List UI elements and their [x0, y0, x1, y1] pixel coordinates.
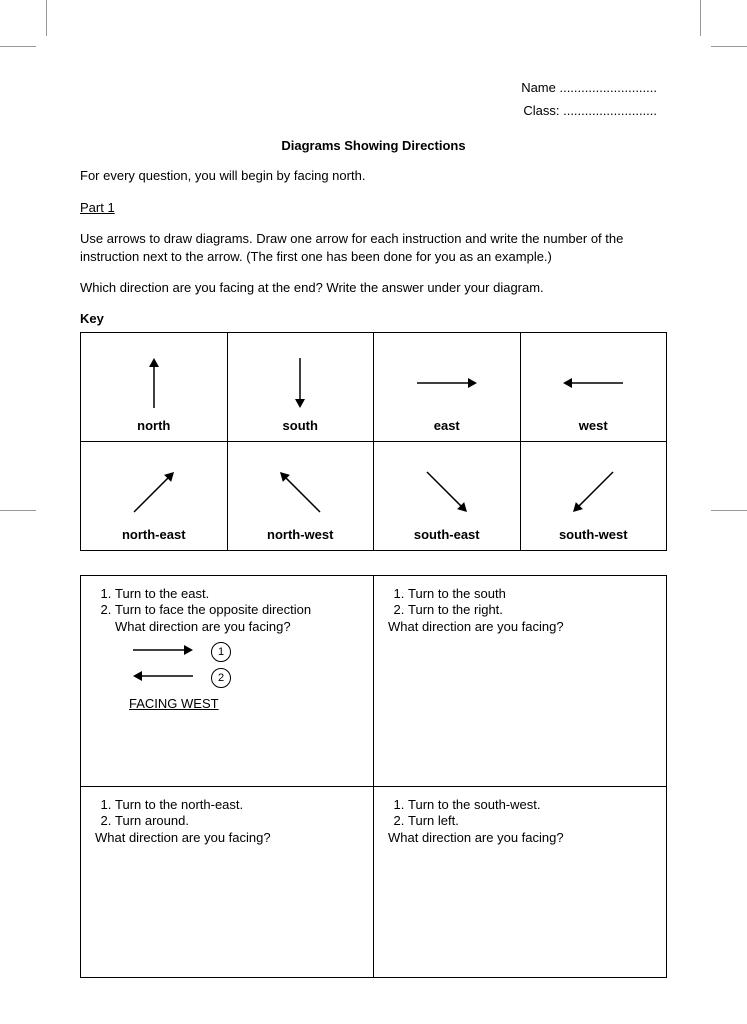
key-cell-sw: south-west	[520, 441, 667, 550]
question-3: Turn to the north-east. Turn around. Wha…	[81, 786, 374, 977]
q4-item2: Turn left.	[408, 813, 652, 828]
q1-circle2: 2	[211, 668, 231, 688]
header-fields: Name ........................... Class: …	[80, 80, 667, 118]
page-title: Diagrams Showing Directions	[80, 138, 667, 153]
arrow-se-icon	[378, 463, 516, 521]
key-cell-nw: north-west	[227, 441, 374, 550]
key-cell-ne: north-east	[81, 441, 228, 550]
question-4: Turn to the south-west. Turn left. What …	[374, 786, 667, 977]
instructions-1: Use arrows to draw diagrams. Draw one ar…	[80, 230, 667, 265]
q1-answer: FACING WEST	[129, 696, 359, 711]
key-label-ne: north-east	[85, 527, 223, 542]
instructions-2: Which direction are you facing at the en…	[80, 279, 667, 297]
q1-arrow2-icon	[125, 668, 211, 687]
arrow-west-icon	[525, 354, 663, 412]
q1-item2: Turn to face the opposite direction	[115, 602, 359, 617]
key-label-south: south	[232, 418, 370, 433]
questions-table: Turn to the east. Turn to face the oppos…	[80, 575, 667, 978]
key-label-se: south-east	[378, 527, 516, 542]
key-table: north south east west north-east no	[80, 332, 667, 551]
q4-prompt: What direction are you facing?	[388, 830, 652, 845]
q2-item2: Turn to the right.	[408, 602, 652, 617]
q1-circle1: 1	[211, 642, 231, 662]
key-label-nw: north-west	[232, 527, 370, 542]
key-label-east: east	[378, 418, 516, 433]
key-cell-se: south-east	[374, 441, 521, 550]
intro-text: For every question, you will begin by fa…	[80, 167, 667, 185]
q3-prompt: What direction are you facing?	[95, 830, 359, 845]
q1-item1: Turn to the east.	[115, 586, 359, 601]
arrow-sw-icon	[525, 463, 663, 521]
key-cell-north: north	[81, 332, 228, 441]
q4-item1: Turn to the south-west.	[408, 797, 652, 812]
key-cell-west: west	[520, 332, 667, 441]
q1-example: 1 2	[125, 642, 359, 688]
class-field: Class: ..........................	[80, 103, 667, 118]
q1-prompt: What direction are you facing?	[115, 619, 359, 634]
arrow-east-icon	[378, 354, 516, 412]
key-heading: Key	[80, 311, 667, 326]
question-1: Turn to the east. Turn to face the oppos…	[81, 575, 374, 786]
q2-item1: Turn to the south	[408, 586, 652, 601]
q2-prompt: What direction are you facing?	[388, 619, 652, 634]
q3-item1: Turn to the north-east.	[115, 797, 359, 812]
arrow-south-icon	[232, 354, 370, 412]
arrow-nw-icon	[232, 463, 370, 521]
key-label-west: west	[525, 418, 663, 433]
q1-arrow1-icon	[125, 642, 211, 661]
question-2: Turn to the south Turn to the right. Wha…	[374, 575, 667, 786]
arrow-ne-icon	[85, 463, 223, 521]
q3-item2: Turn around.	[115, 813, 359, 828]
key-label-sw: south-west	[525, 527, 663, 542]
key-label-north: north	[85, 418, 223, 433]
name-field: Name ...........................	[80, 80, 667, 95]
key-cell-south: south	[227, 332, 374, 441]
arrow-north-icon	[85, 354, 223, 412]
part-label: Part 1	[80, 199, 667, 217]
key-cell-east: east	[374, 332, 521, 441]
